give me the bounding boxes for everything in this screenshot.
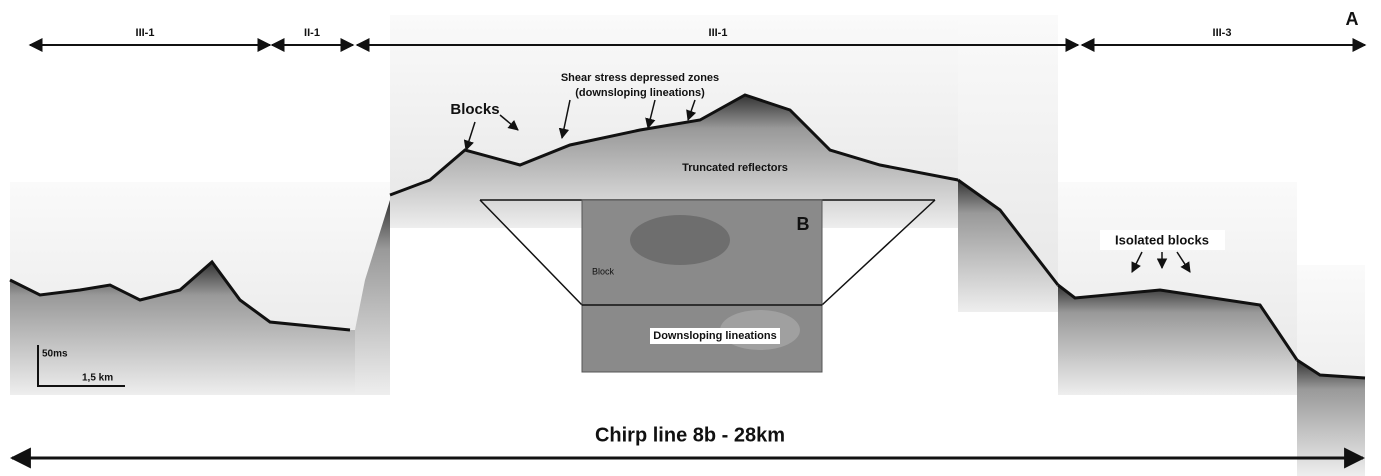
panel-label: A [1346, 9, 1359, 29]
caption: Chirp line 8b - 28km [595, 424, 785, 446]
segment-label: III-1 [709, 27, 728, 39]
scale-label: 50ms [42, 349, 68, 360]
panel-label: B [797, 214, 810, 234]
segment-label: III-1 [136, 27, 155, 39]
annotation: Shear stress depressed zones [561, 72, 719, 84]
annotation: Truncated reflectors [682, 162, 788, 174]
figure: III-1 II-1 III-1 III-3 A B Block Downslo… [0, 0, 1381, 476]
annotation: Isolated blocks [1115, 232, 1209, 247]
annotation: (downsloping lineations) [575, 87, 705, 99]
annotation: Downsloping lineations [653, 330, 776, 342]
annotation: Blocks [450, 101, 499, 118]
segment-label: II-1 [304, 27, 320, 39]
annotation: Block [592, 266, 615, 276]
inset-relief [630, 215, 730, 265]
scale-label: 1,5 km [82, 373, 113, 384]
segment-label: III-3 [1213, 27, 1232, 39]
